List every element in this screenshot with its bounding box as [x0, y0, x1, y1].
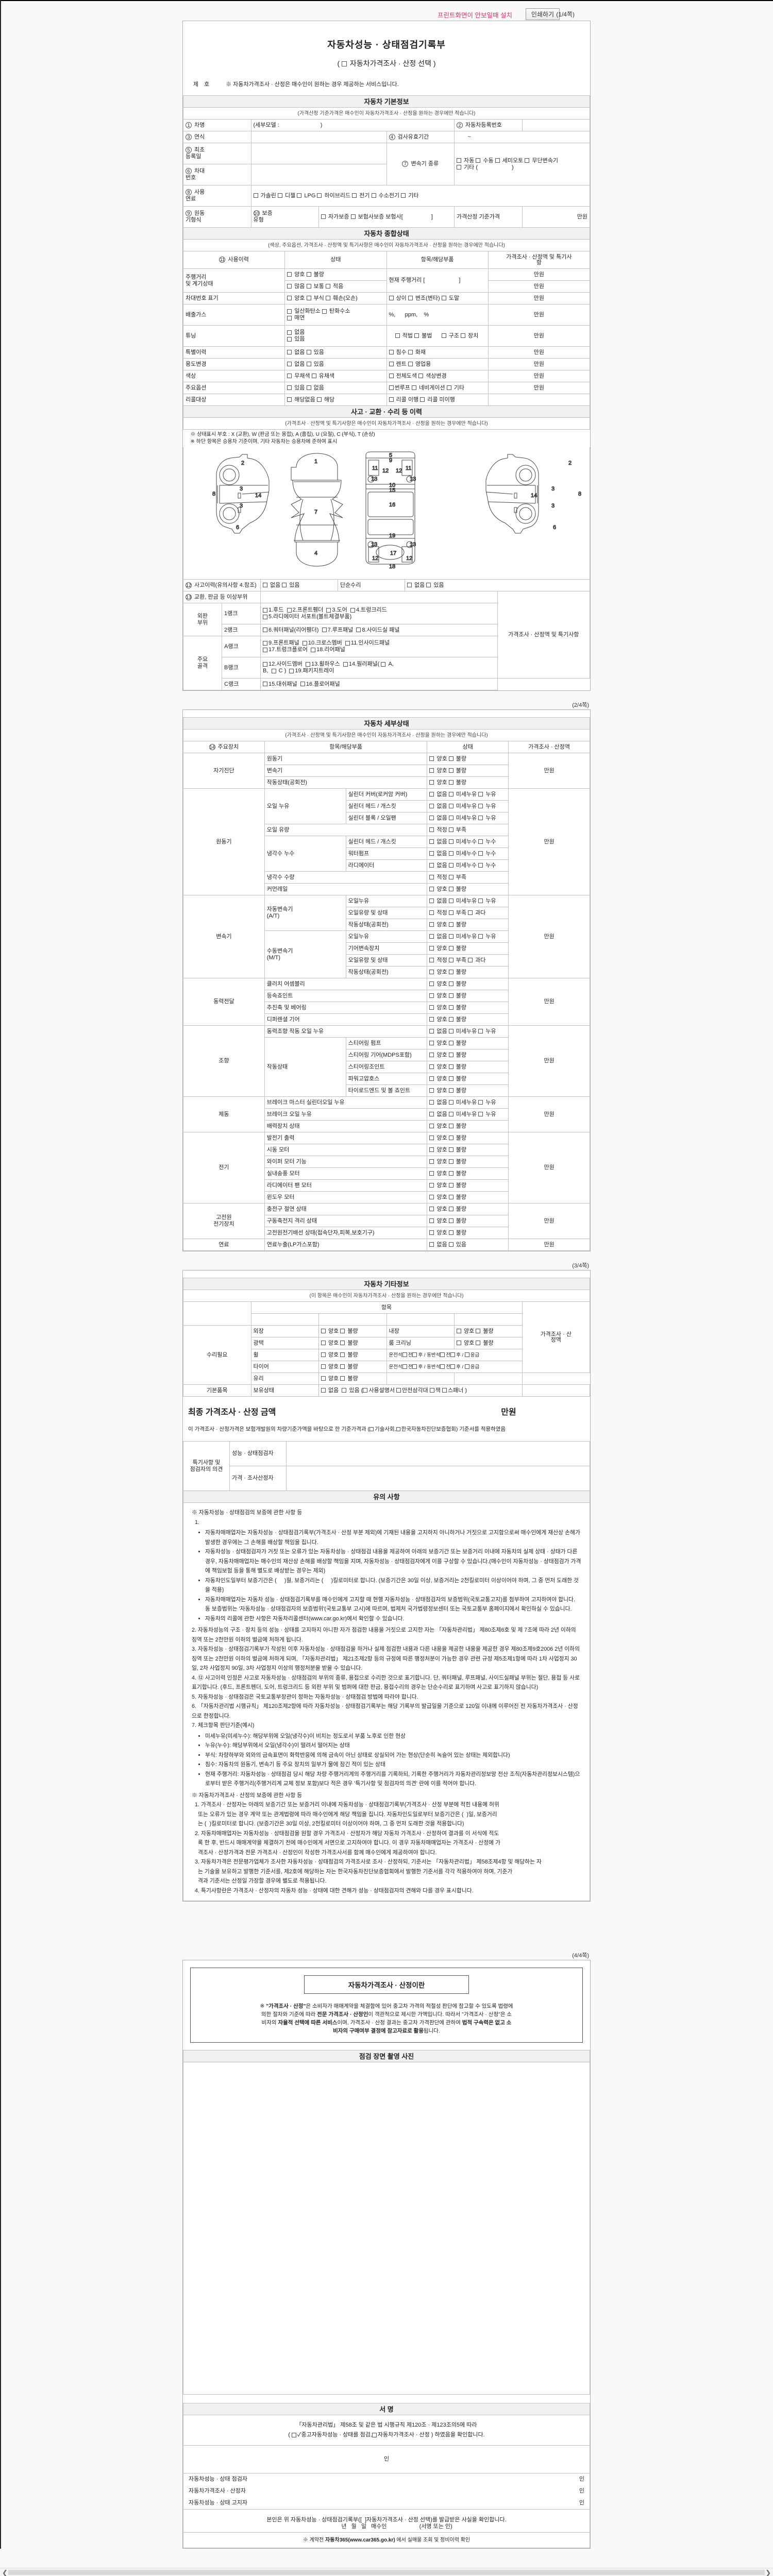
svg-text:13: 13 [410, 541, 416, 548]
svg-text:12: 12 [396, 468, 402, 474]
svg-text:12: 12 [406, 555, 412, 562]
svg-text:17: 17 [390, 550, 396, 556]
svg-text:12: 12 [382, 468, 389, 474]
svg-text:6: 6 [236, 524, 239, 531]
svg-text:14: 14 [255, 493, 261, 499]
svg-text:18: 18 [389, 564, 395, 570]
svg-text:11: 11 [406, 465, 411, 471]
svg-text:6: 6 [553, 524, 556, 531]
svg-text:19: 19 [389, 533, 395, 539]
svg-text:12: 12 [372, 555, 378, 562]
svg-text:11: 11 [372, 465, 378, 471]
svg-text:3: 3 [551, 503, 554, 509]
svg-text:13: 13 [371, 476, 377, 482]
svg-text:14: 14 [531, 493, 537, 499]
svg-text:3: 3 [240, 486, 243, 492]
svg-text:7: 7 [314, 509, 317, 515]
svg-text:9: 9 [389, 457, 392, 464]
svg-text:3: 3 [240, 503, 243, 509]
svg-text:15: 15 [389, 487, 395, 494]
svg-text:2: 2 [241, 460, 244, 466]
svg-text:8: 8 [212, 491, 215, 497]
svg-text:3: 3 [551, 486, 554, 492]
svg-text:2: 2 [568, 460, 572, 466]
svg-text:13: 13 [371, 541, 377, 548]
svg-text:16: 16 [389, 502, 395, 508]
svg-text:1: 1 [314, 459, 317, 465]
svg-text:13: 13 [410, 476, 416, 482]
svg-text:8: 8 [578, 491, 581, 497]
svg-text:4: 4 [314, 550, 317, 556]
